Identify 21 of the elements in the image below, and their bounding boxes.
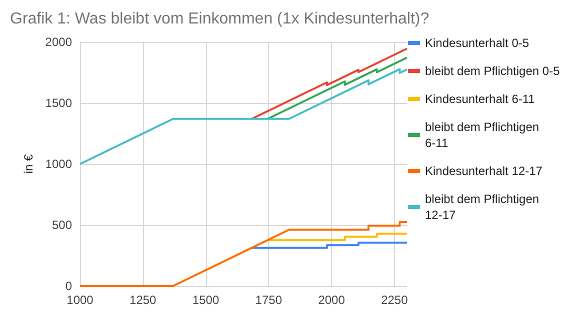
legend-label: bleibt dem Pflichtigen 12-17 [425,192,542,222]
line-series [266,56,408,120]
y-tick-label: 0 [65,279,72,293]
line-series [250,48,408,120]
y-tick-label: 1000 [45,157,72,171]
legend-label: Kindesunterhalt 6-11 [425,92,536,106]
x-tick-label: 2000 [318,293,346,307]
x-tick-label: 1500 [192,293,220,307]
y-tick-label: 2000 [45,35,72,49]
legend-label: bleibt dem Pflichtigen 6-11 [425,120,542,150]
legend-label: Kindesunterhalt 0-5 [425,36,530,50]
y-tick-label: 1500 [45,96,72,110]
x-tick-label: 1250 [130,293,157,307]
x-tick-label: 2250 [381,293,408,307]
x-tick-label: 1000 [66,293,94,307]
chart-title: Grafik 1: Was bleibt vom Einkommen (1x Kindesunterhalt)? [10,10,430,28]
y-axis-title: in € [21,154,36,174]
y-tick-label: 500 [52,218,72,232]
legend-label: bleibt dem Pflichtigen 0-5 [425,64,560,78]
legend-label: Kindesunterhalt 12-17 [425,164,543,178]
x-tick-label: 1750 [255,293,282,307]
